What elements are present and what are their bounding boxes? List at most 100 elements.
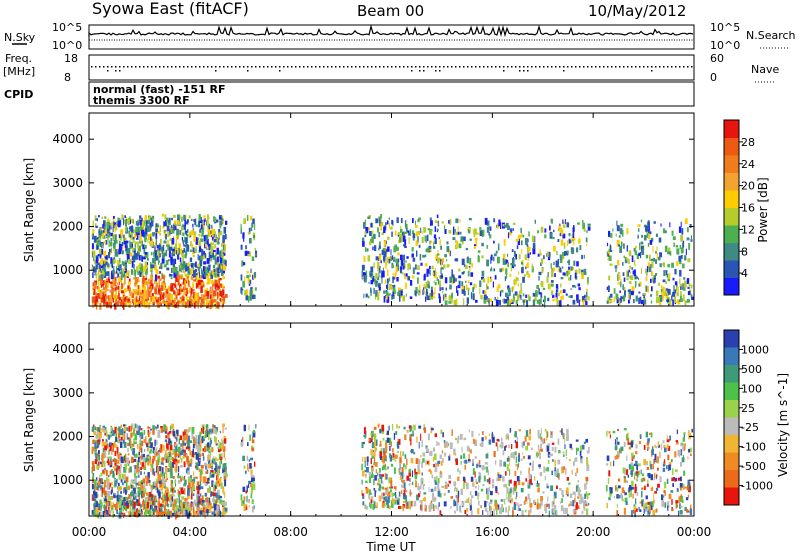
power-data-cell (91, 233, 93, 238)
power-data-cell (209, 265, 211, 271)
velocity-data-cell (142, 492, 145, 498)
power-data-cell (525, 264, 528, 268)
power-data-cell (196, 272, 199, 276)
velocity-data-cell (175, 437, 178, 441)
velocity-data-cell (164, 495, 167, 501)
power-data-cell (149, 285, 151, 289)
power-data-cell (219, 217, 222, 220)
power-data-cell (505, 222, 509, 228)
power-data-cell (400, 218, 403, 224)
velocity-data-cell (388, 477, 392, 484)
velocity-data-cell (182, 431, 185, 436)
velocity-data-cell (433, 476, 436, 483)
power-data-cell (378, 254, 382, 261)
power-data-cell (484, 217, 488, 225)
power-data-cell (115, 298, 118, 303)
power-data-cell (203, 299, 205, 305)
velocity-data-cell (139, 436, 141, 444)
power-data-cell (158, 278, 161, 285)
velocity-data-cell (134, 428, 136, 432)
velocity-data-cell (401, 467, 404, 474)
velocity-data-cell (245, 490, 248, 494)
velocity-data-cell (152, 495, 154, 501)
power-data-cell (620, 241, 623, 247)
velocity-data-cell (102, 469, 105, 474)
power-data-cell (145, 220, 148, 227)
velocity-data-cell (478, 460, 481, 465)
power-data-cell (572, 285, 575, 288)
power-data-cell (537, 253, 540, 257)
velocity-data-cell (140, 484, 144, 491)
power-data-cell (128, 281, 131, 285)
power-data-cell (613, 288, 616, 294)
freq-point (307, 66, 309, 68)
power-data-cell (134, 252, 138, 260)
power-data-cell (182, 223, 184, 228)
velocity-data-cell (421, 477, 424, 482)
power-data-cell (156, 299, 159, 303)
velocity-data-cell (199, 496, 201, 503)
power-data-cell (188, 215, 191, 219)
velocity-data-cell (101, 458, 104, 464)
power-data-cell (200, 259, 202, 267)
power-data-cell (641, 234, 644, 238)
power-data-cell (439, 239, 441, 245)
power-data-cell (191, 243, 193, 249)
velocity-data-cell (154, 439, 156, 447)
power-data-cell (500, 289, 504, 293)
power-data-cell (439, 296, 441, 304)
power-data-cell (430, 294, 432, 300)
power-data-cell (383, 290, 386, 294)
power-data-cell (659, 263, 662, 268)
y-tick-label: 1000 (52, 263, 83, 277)
power-data-cell (557, 268, 560, 272)
power-data-cell (240, 244, 243, 250)
power-data-cell (145, 291, 149, 299)
velocity-data-cell (408, 425, 412, 429)
power-data-cell (403, 244, 406, 247)
power-data-cell (567, 250, 569, 254)
power-data-cell (609, 232, 613, 238)
power-data-cell (196, 300, 200, 305)
power-data-cell (124, 260, 128, 263)
power-data-cell (532, 292, 536, 297)
power-data-cell (114, 295, 117, 303)
power-data-cell (397, 265, 400, 271)
power-data-cell (147, 225, 151, 232)
velocity-data-cell (202, 426, 205, 434)
power-data-cell (129, 216, 131, 220)
velocity-data-cell (116, 501, 119, 508)
velocity-data-cell (120, 512, 123, 515)
velocity-data-cell (195, 465, 197, 469)
power-data-cell (619, 227, 623, 235)
power-data-cell (141, 277, 145, 284)
velocity-data-cell (418, 425, 422, 429)
velocity-data-cell (436, 440, 438, 447)
velocity-data-cell (209, 449, 212, 456)
power-data-cell (138, 279, 140, 283)
power-data-cell (381, 232, 384, 236)
power-data-cell (151, 220, 154, 227)
velocity-data-cell (253, 505, 255, 510)
velocity-data-cell (106, 502, 109, 506)
nsky-label: N.Sky (4, 31, 36, 44)
power-data-cell (497, 284, 501, 289)
power-data-cell (101, 227, 103, 230)
power-colorbar-tick-label: 8 (741, 245, 748, 258)
power-data-cell (157, 224, 159, 228)
freq-point (363, 66, 365, 68)
power-data-cell (210, 235, 213, 238)
power-data-cell (559, 232, 562, 237)
power-data-cell (150, 251, 153, 256)
velocity-data-cell (170, 425, 172, 431)
velocity-data-cell (206, 448, 209, 452)
power-data-cell (112, 270, 115, 274)
velocity-data-cell (191, 426, 195, 434)
power-data-cell (144, 269, 148, 275)
velocity-data-cell (434, 480, 438, 485)
power-data-cell (206, 273, 208, 277)
power-data-cell (640, 219, 643, 223)
velocity-data-cell (99, 461, 103, 465)
velocity-data-cell (221, 438, 223, 443)
power-data-cell (111, 299, 114, 303)
